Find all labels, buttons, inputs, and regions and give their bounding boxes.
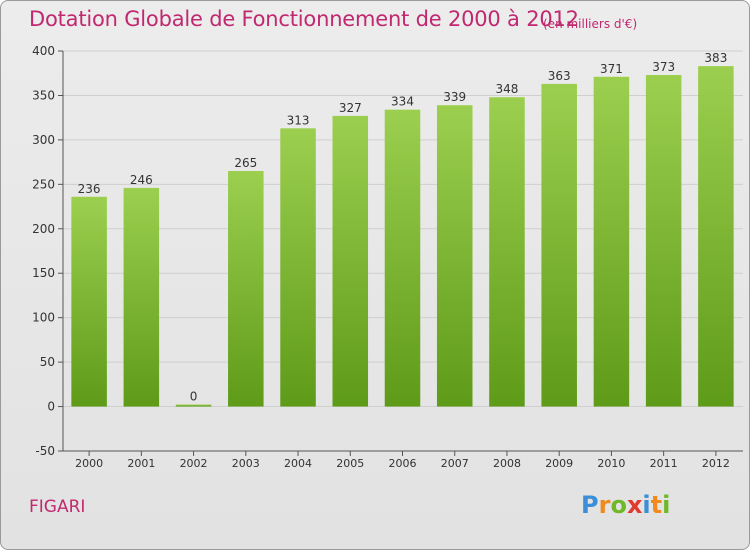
chart-title: Dotation Globale de Fonctionnement de 20… xyxy=(29,7,579,31)
data-label-2012: 383 xyxy=(704,51,727,65)
logo-letter: i xyxy=(662,491,671,519)
x-tick-labels: 2000 2001 2002 2003 2004 2005 2006 2007 2008 2009… xyxy=(75,457,730,470)
y-tick-label: 250 xyxy=(32,177,55,191)
data-label-2003: 265 xyxy=(234,156,257,170)
bar-2011 xyxy=(645,75,682,407)
y-tick-label: 200 xyxy=(32,222,55,236)
x-tick-label-2004: 2004 xyxy=(284,457,312,470)
x-tick-label-2011: 2011 xyxy=(650,457,678,470)
y-tick-labels: -50 0 50 100 150 200 250 300 350 400 xyxy=(32,44,55,458)
x-tick-label-2012: 2012 xyxy=(702,457,730,470)
x-tick-label-2002: 2002 xyxy=(180,457,208,470)
bar-2010 xyxy=(593,76,630,407)
y-tick-label: 300 xyxy=(32,133,55,147)
x-tick-label-2001: 2001 xyxy=(127,457,155,470)
y-tick-label: 100 xyxy=(32,311,55,325)
bar-2005 xyxy=(332,115,369,407)
logo-letter: P xyxy=(581,491,599,519)
unit-label: (en milliers d'€) xyxy=(543,17,638,31)
logo-letter: x xyxy=(626,491,643,519)
x-tick-label-2008: 2008 xyxy=(493,457,521,470)
x-tick-label-2006: 2006 xyxy=(389,457,417,470)
data-label-2000: 236 xyxy=(78,182,101,196)
x-tick-label-2010: 2010 xyxy=(597,457,625,470)
data-label-2006: 334 xyxy=(391,95,414,109)
data-label-2010: 371 xyxy=(600,62,623,76)
bar-2009 xyxy=(541,83,577,407)
y-tick-label: 400 xyxy=(32,44,55,58)
proxiti-logo: Proxiti xyxy=(581,491,670,519)
data-label-2009: 363 xyxy=(548,69,571,83)
y-tick-label: 350 xyxy=(32,88,55,102)
x-tick-label-2005: 2005 xyxy=(336,457,364,470)
logo-letter: r xyxy=(598,491,611,519)
x-tick-label-2000: 2000 xyxy=(75,457,103,470)
data-label-2007: 339 xyxy=(443,90,466,104)
data-labels: 236 246 0 265 313 327 334 339 348 363 371 373 383 xyxy=(78,51,728,403)
logo-letter: i xyxy=(642,491,651,519)
bar-2007 xyxy=(436,105,473,407)
data-label-2004: 313 xyxy=(287,113,310,127)
data-label-2011: 373 xyxy=(652,60,675,74)
bar-2006 xyxy=(384,109,421,407)
x-tick-label-2003: 2003 xyxy=(232,457,260,470)
bar-2003 xyxy=(228,171,264,407)
data-label-2001: 246 xyxy=(130,173,153,187)
bar-2004 xyxy=(280,128,316,407)
axes xyxy=(58,50,743,456)
x-tick-label-2007: 2007 xyxy=(441,457,469,470)
y-tick-label: 150 xyxy=(32,266,55,280)
logo-letter: t xyxy=(650,491,663,519)
x-tick-label-2009: 2009 xyxy=(545,457,573,470)
bars xyxy=(71,66,734,407)
commune-name: FIGARI xyxy=(29,497,86,517)
y-tick-label: 0 xyxy=(47,400,55,414)
data-label-2008: 348 xyxy=(496,82,519,96)
logo-letter: o xyxy=(610,491,627,519)
y-tick-label: 50 xyxy=(40,355,55,369)
bar-2000 xyxy=(71,196,107,407)
bar-2001 xyxy=(123,187,160,407)
data-label-2002: 0 xyxy=(190,390,198,404)
bar-2012 xyxy=(698,66,734,407)
bar-2008 xyxy=(489,97,525,407)
bar-2002 xyxy=(175,404,212,407)
data-label-2005: 327 xyxy=(339,101,362,115)
y-tick-label: -50 xyxy=(35,444,55,458)
